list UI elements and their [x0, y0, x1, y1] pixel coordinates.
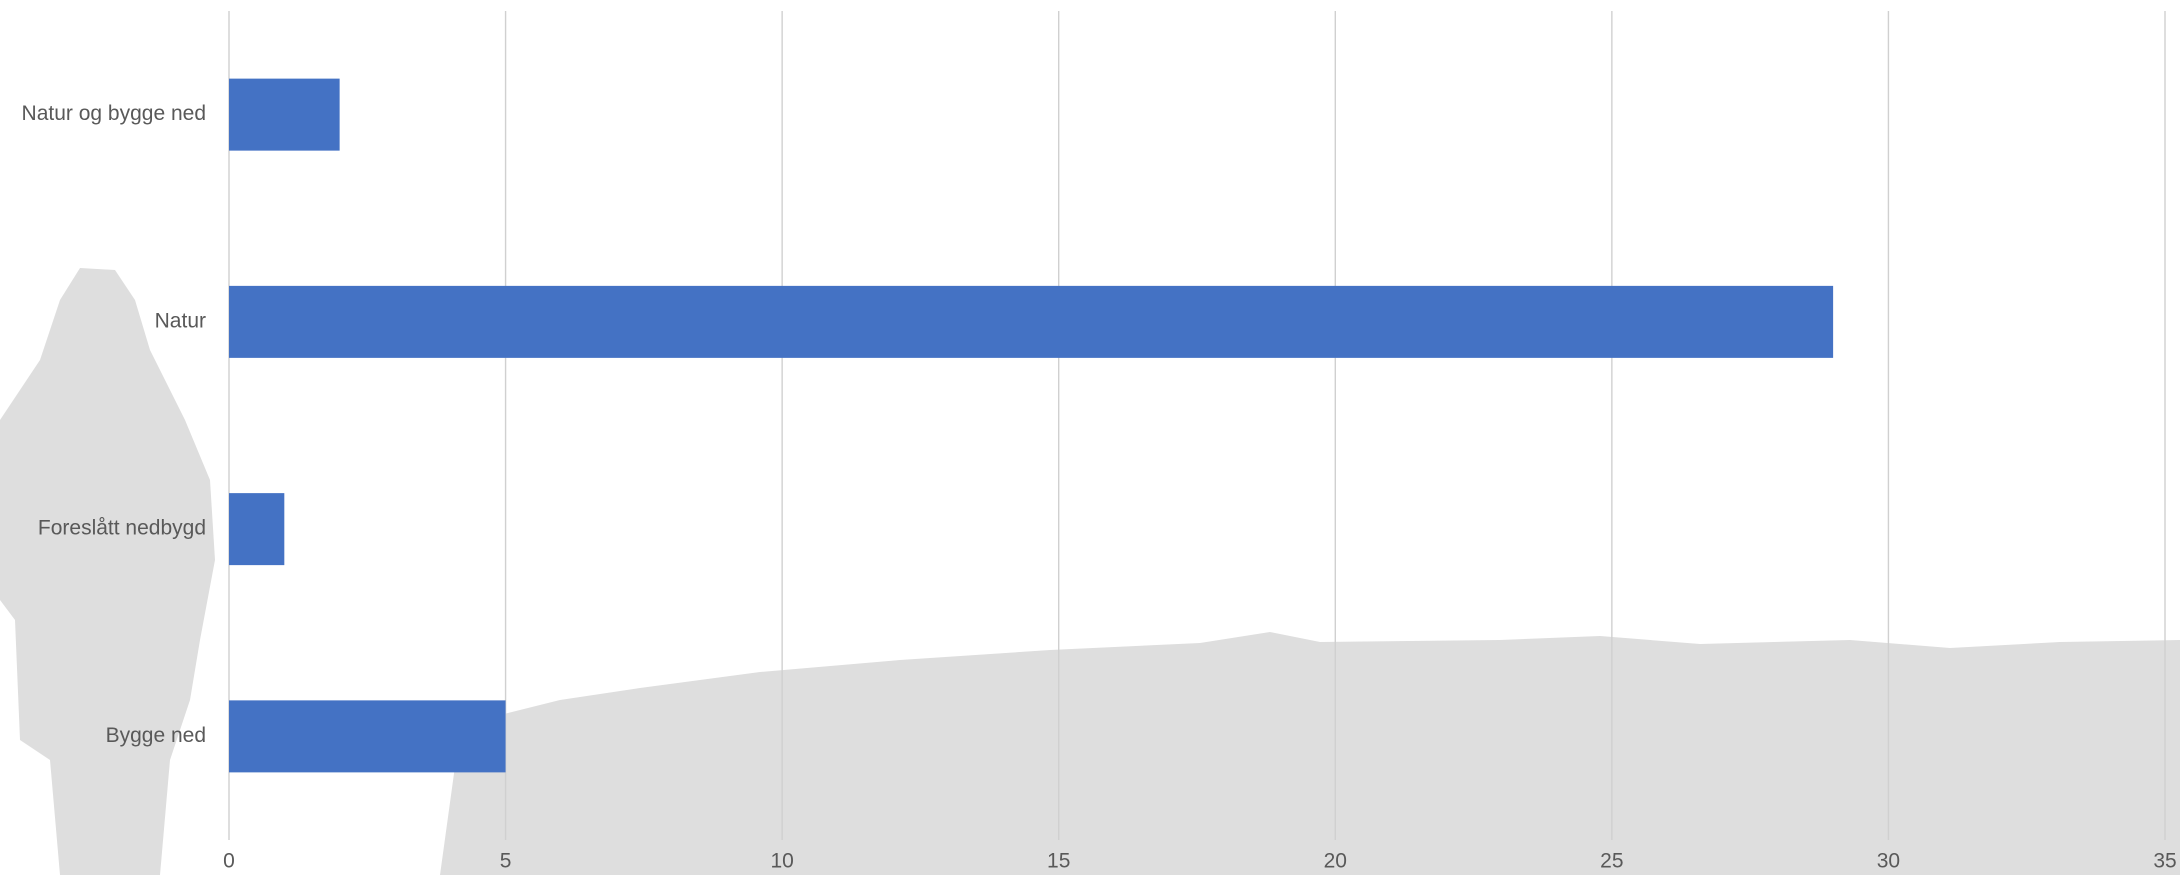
y-tick-label: Foreslått nedbygd	[38, 517, 206, 540]
x-tick-label: 30	[1877, 850, 1900, 873]
x-tick-label: 5	[500, 850, 512, 873]
chart: 0 5 10 15 20 25 30 35 Natur og bygge ned Natur For…	[0, 0, 2180, 875]
x-tick-label: 15	[1047, 850, 1070, 873]
y-tick-label: Natur og bygge ned	[22, 102, 206, 125]
x-tick-label: 35	[2153, 850, 2176, 873]
bar	[229, 700, 506, 772]
x-tick-label: 25	[1600, 850, 1623, 873]
x-tick-label: 10	[770, 850, 793, 873]
y-tick-label: Natur	[155, 309, 206, 332]
x-tick-label: 0	[223, 850, 235, 873]
bar	[229, 493, 284, 565]
bar	[229, 79, 340, 151]
x-tick-label: 20	[1324, 850, 1347, 873]
y-tick-label: Bygge ned	[106, 724, 206, 747]
background-photo	[0, 268, 2180, 875]
bar	[229, 286, 1833, 358]
